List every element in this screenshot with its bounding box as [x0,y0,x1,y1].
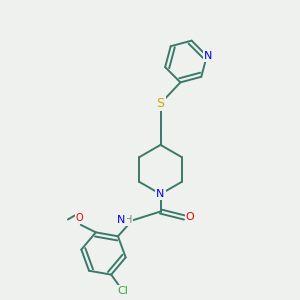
Text: N: N [204,51,213,61]
Text: N: N [156,189,165,199]
Text: O: O [185,212,194,223]
Text: H: H [125,215,133,225]
Text: O: O [76,213,83,223]
Text: S: S [157,97,164,110]
Text: N: N [117,215,126,225]
Text: Cl: Cl [118,286,129,296]
